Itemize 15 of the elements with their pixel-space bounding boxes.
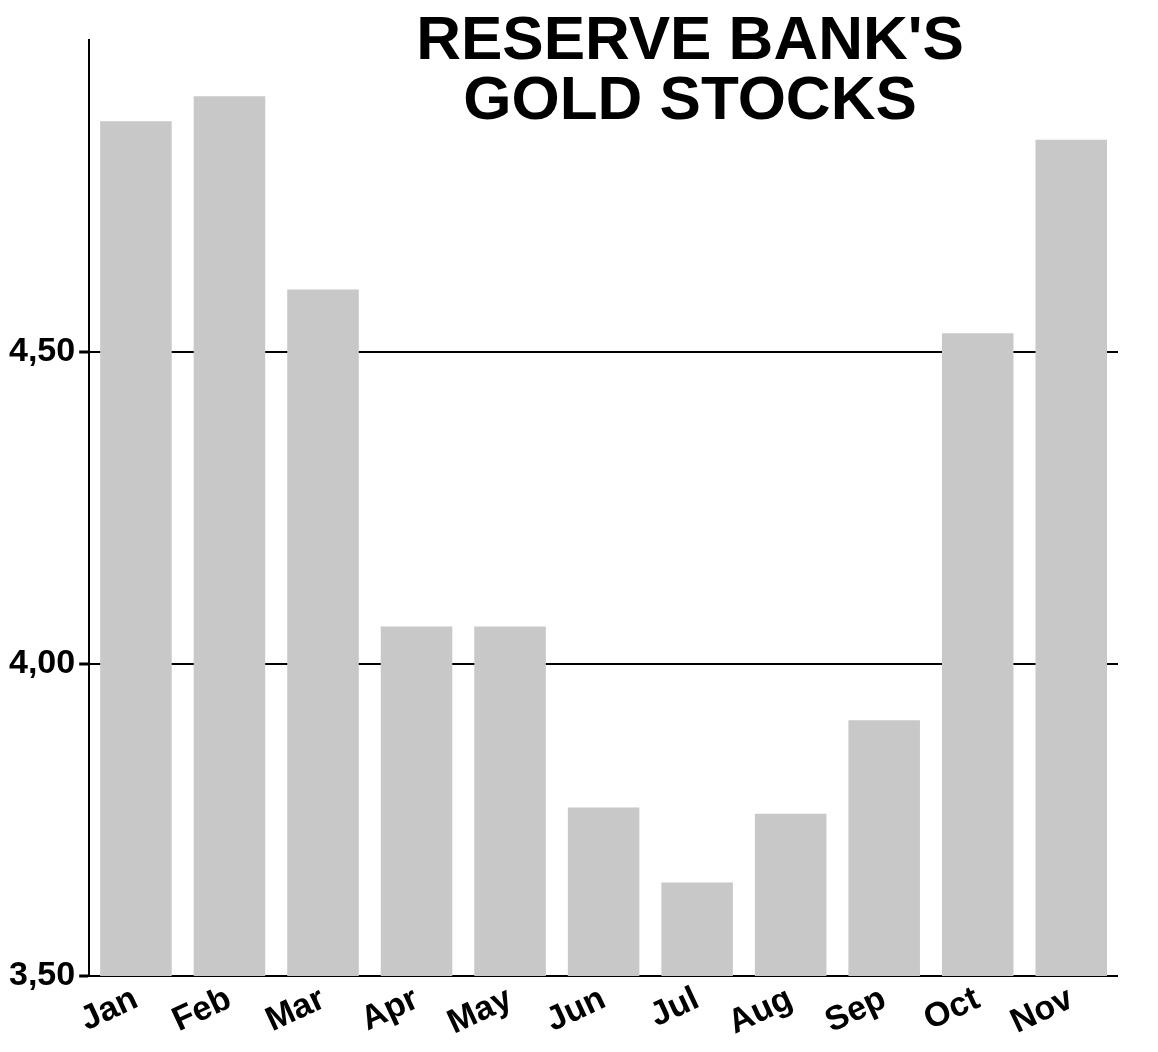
x-tick-label: Mar xyxy=(259,977,330,1038)
x-tick-label: Jan xyxy=(73,977,143,1038)
x-tick-label: Oct xyxy=(917,977,985,1037)
x-tick-label: Jun xyxy=(539,977,611,1038)
x-tick-label: Nov xyxy=(1003,977,1079,1040)
x-tick-label: Sep xyxy=(818,977,892,1039)
y-tick-label: 4,50 xyxy=(8,330,76,369)
x-tick-label: Feb xyxy=(165,977,237,1038)
y-tick-label: 4,00 xyxy=(8,642,76,681)
x-tick-label: Aug xyxy=(721,977,798,1041)
y-tick-label: 3,50 xyxy=(8,954,76,993)
x-tick-label: Jul xyxy=(643,977,705,1034)
x-tick-label: Apr xyxy=(354,977,424,1038)
x-tick-label: May xyxy=(440,977,518,1041)
chart-title: RESERVE BANK'S GOLD STOCKS xyxy=(415,3,965,132)
